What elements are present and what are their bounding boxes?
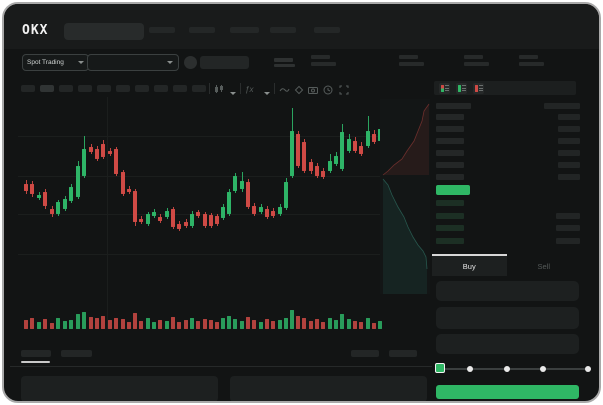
gridline	[107, 97, 108, 329]
ask-row[interactable]	[436, 150, 582, 156]
toolbar-divider	[209, 83, 210, 94]
total-field[interactable]	[436, 334, 579, 354]
market-type-dropdown[interactable]: Spot Trading	[22, 54, 89, 71]
bid-row[interactable]	[436, 225, 582, 231]
nav-item[interactable]	[314, 27, 340, 33]
book-view-asks-icon[interactable]	[473, 82, 484, 94]
slider-handle[interactable]	[435, 363, 445, 373]
timeframe-button[interactable]	[21, 85, 35, 92]
okx-logo[interactable]: OKX	[22, 23, 49, 38]
orders-panel-placeholder	[21, 376, 218, 401]
slider-stop[interactable]	[540, 366, 546, 372]
bid-row[interactable]	[436, 212, 582, 219]
nav-item[interactable]	[189, 27, 215, 33]
ticker-stat-value	[399, 62, 424, 66]
buy-sell-tabs: Buy Sell	[432, 254, 581, 276]
bottom-right-control[interactable]	[389, 350, 417, 357]
nav-item[interactable]	[270, 27, 296, 33]
slider-stop[interactable]	[585, 366, 591, 372]
chevron-down-icon[interactable]	[264, 88, 270, 97]
timeframe-button-active[interactable]	[40, 85, 54, 92]
bid-row[interactable]	[436, 237, 582, 244]
timeframe-button[interactable]	[135, 85, 149, 92]
ticker-stat-value	[464, 62, 489, 66]
bid-row[interactable]	[436, 200, 582, 206]
active-tab-underline	[21, 361, 50, 363]
indicators-icon[interactable]: ƒx	[245, 85, 254, 94]
timeframe-button[interactable]	[59, 85, 73, 92]
search-input[interactable]	[64, 23, 144, 40]
ask-row[interactable]	[436, 126, 582, 132]
bottom-right-control[interactable]	[351, 350, 379, 357]
camera-icon[interactable]	[308, 85, 318, 95]
ticker-stat-value	[311, 62, 336, 66]
ticker-stat-value	[519, 62, 544, 66]
gridline	[18, 254, 380, 255]
fullscreen-icon[interactable]	[339, 85, 349, 95]
action-button[interactable]	[200, 56, 249, 69]
slider-stop[interactable]	[504, 366, 510, 372]
buy-submit-button[interactable]	[436, 385, 579, 399]
book-view-combined-icon[interactable]	[439, 82, 450, 94]
history-panel-placeholder	[230, 376, 427, 401]
ask-row[interactable]	[436, 114, 582, 120]
market-type-label: Spot Trading	[27, 59, 64, 66]
account-text-line	[274, 58, 293, 62]
ask-row[interactable]	[436, 174, 582, 180]
eraser-icon[interactable]	[294, 85, 304, 95]
ticker-stat-label	[311, 55, 330, 59]
gridline	[18, 176, 380, 177]
timeframe-button[interactable]	[78, 85, 92, 92]
ticker-stat-label	[399, 55, 418, 59]
ask-row[interactable]	[436, 138, 582, 144]
order-book-toolbar	[434, 81, 576, 95]
chevron-down-icon[interactable]	[230, 88, 236, 97]
nav-item[interactable]	[149, 27, 175, 33]
amount-field[interactable]	[436, 307, 579, 329]
slider-stop[interactable]	[467, 366, 473, 372]
timeframe-button[interactable]	[154, 85, 168, 92]
history-icon[interactable]	[323, 85, 333, 95]
price-field[interactable]	[436, 281, 579, 301]
ticker-stat-label	[464, 55, 483, 59]
chevron-down-icon	[78, 61, 84, 64]
order-book-header-row	[436, 103, 582, 109]
line-tool-icon[interactable]	[279, 86, 290, 94]
pair-selector-dropdown[interactable]	[87, 54, 179, 71]
depth-chart	[380, 99, 430, 294]
tab-buy-label: Buy	[462, 261, 476, 271]
section-divider	[10, 366, 432, 367]
candlestick-chart[interactable]	[18, 97, 382, 329]
amount-slider[interactable]	[439, 368, 590, 370]
toolbar-divider	[240, 83, 241, 94]
bottom-tab[interactable]	[61, 350, 92, 357]
avatar[interactable]	[184, 56, 197, 69]
timeframe-button[interactable]	[97, 85, 111, 92]
tab-buy[interactable]: Buy	[432, 254, 507, 276]
bottom-tab-active[interactable]	[21, 350, 51, 357]
book-view-bids-icon[interactable]	[456, 82, 467, 94]
ticker-stat-label	[519, 55, 538, 59]
timeframe-button[interactable]	[116, 85, 130, 92]
gridline	[18, 136, 380, 137]
chevron-down-icon	[167, 61, 173, 64]
timeframe-button[interactable]	[192, 85, 206, 92]
toolbar-divider	[274, 83, 275, 94]
order-book-panel: Buy Sell	[432, 77, 595, 401]
nav-item[interactable]	[230, 27, 259, 33]
last-price-highlight[interactable]	[436, 185, 470, 195]
tab-sell[interactable]: Sell	[507, 254, 582, 276]
timeframe-button[interactable]	[173, 85, 187, 92]
chart-type-icon[interactable]	[214, 84, 225, 94]
ask-row[interactable]	[436, 162, 582, 168]
tab-sell-label: Sell	[537, 261, 550, 271]
account-text-line	[274, 64, 295, 67]
